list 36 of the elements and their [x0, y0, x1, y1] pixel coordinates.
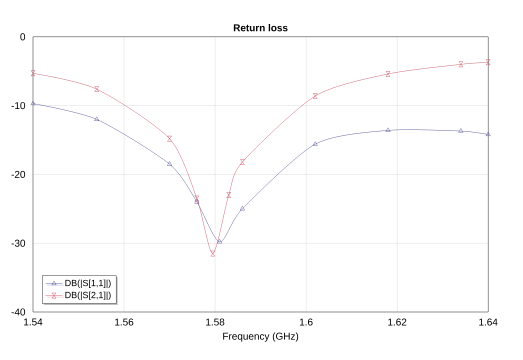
point	[210, 250, 216, 256]
point	[194, 199, 200, 204]
chart-title: Return loss	[234, 24, 288, 32]
point	[486, 132, 491, 136]
point	[458, 62, 464, 68]
point	[240, 206, 245, 210]
point	[486, 59, 490, 66]
y-tick-label: 0	[20, 33, 26, 40]
point	[312, 141, 318, 146]
point	[94, 116, 100, 121]
point	[167, 136, 172, 142]
point	[217, 239, 222, 244]
x-tick-label: 1.58	[206, 318, 224, 326]
y-tick-label: -10	[12, 102, 26, 110]
x-tick-label: 1.56	[115, 318, 134, 326]
point	[30, 70, 36, 76]
x-axis-title: Frequency (GHz)	[223, 332, 298, 342]
point	[94, 86, 99, 92]
point	[226, 192, 231, 198]
x-tick-label: 1.64	[479, 318, 498, 326]
point	[386, 71, 390, 77]
point	[386, 128, 390, 132]
x-tick-label: 1.54	[24, 318, 42, 326]
y-tick-label: -40	[12, 308, 26, 316]
point	[194, 196, 200, 202]
point	[240, 159, 245, 165]
x-tick-label: 1.6	[300, 318, 313, 326]
legend-label: DB(|S[2,1]|)	[65, 292, 111, 300]
point	[167, 161, 172, 166]
legend-label: DB(|S[1,1]|)	[65, 280, 111, 288]
y-tick-label: -20	[12, 170, 26, 178]
y-tick-label: -30	[12, 240, 26, 247]
point	[312, 93, 318, 99]
point	[30, 100, 36, 106]
x-tick-label: 1.62	[388, 318, 406, 326]
point	[458, 128, 464, 133]
